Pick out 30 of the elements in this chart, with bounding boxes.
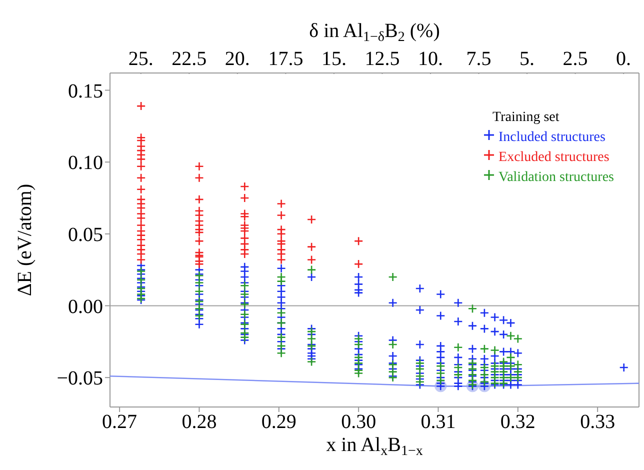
x2-tick-label: 10. [418, 48, 443, 70]
x2-tick-label: 12.5 [364, 48, 400, 70]
x2-tick-label: 15. [321, 48, 346, 70]
y-tick-label: −0.05 [56, 368, 103, 390]
x-tick-label: 0.33 [580, 411, 616, 434]
legend-title: Training set [492, 109, 560, 127]
x2-tick-label: 7.5 [466, 48, 492, 70]
x-tick-label: 0.31 [420, 411, 456, 434]
x-tick-label: 0.27 [102, 411, 138, 434]
y-tick-label: 0.10 [68, 152, 103, 174]
x2-tick-label: 0. [616, 48, 632, 70]
x2-tick-label: 5. [520, 48, 535, 70]
x-axis-title: x in Al$_{x}$B$_{1−x}$ [326, 434, 423, 460]
legend-label: Validation structures [498, 169, 614, 187]
x2-tick-label: 22.5 [172, 48, 207, 70]
x2-tick-label: 2.5 [562, 48, 588, 70]
x-tick-label: 0.28 [182, 411, 217, 434]
x2-axis-title: δ in Al$_{1−δ}$B$_{2}$ (%) [309, 20, 440, 46]
x2-tick-label: 25. [128, 48, 154, 70]
y-tick-label: 0.00 [68, 296, 103, 318]
legend-label: Excluded structures [498, 149, 610, 167]
y-tick-label: 0.05 [68, 224, 103, 246]
y-tick-label: 0.15 [68, 80, 103, 102]
x-tick-label: 0.32 [500, 411, 536, 434]
y-axis-title: ΔE (eV/atom) [14, 184, 36, 296]
legend-label: Included structures [498, 129, 606, 147]
x2-tick-label: 20. [224, 48, 250, 70]
x-tick-label: 0.30 [341, 411, 376, 434]
x-tick-label: 0.29 [261, 411, 296, 434]
x2-tick-label: 17.5 [268, 48, 304, 70]
